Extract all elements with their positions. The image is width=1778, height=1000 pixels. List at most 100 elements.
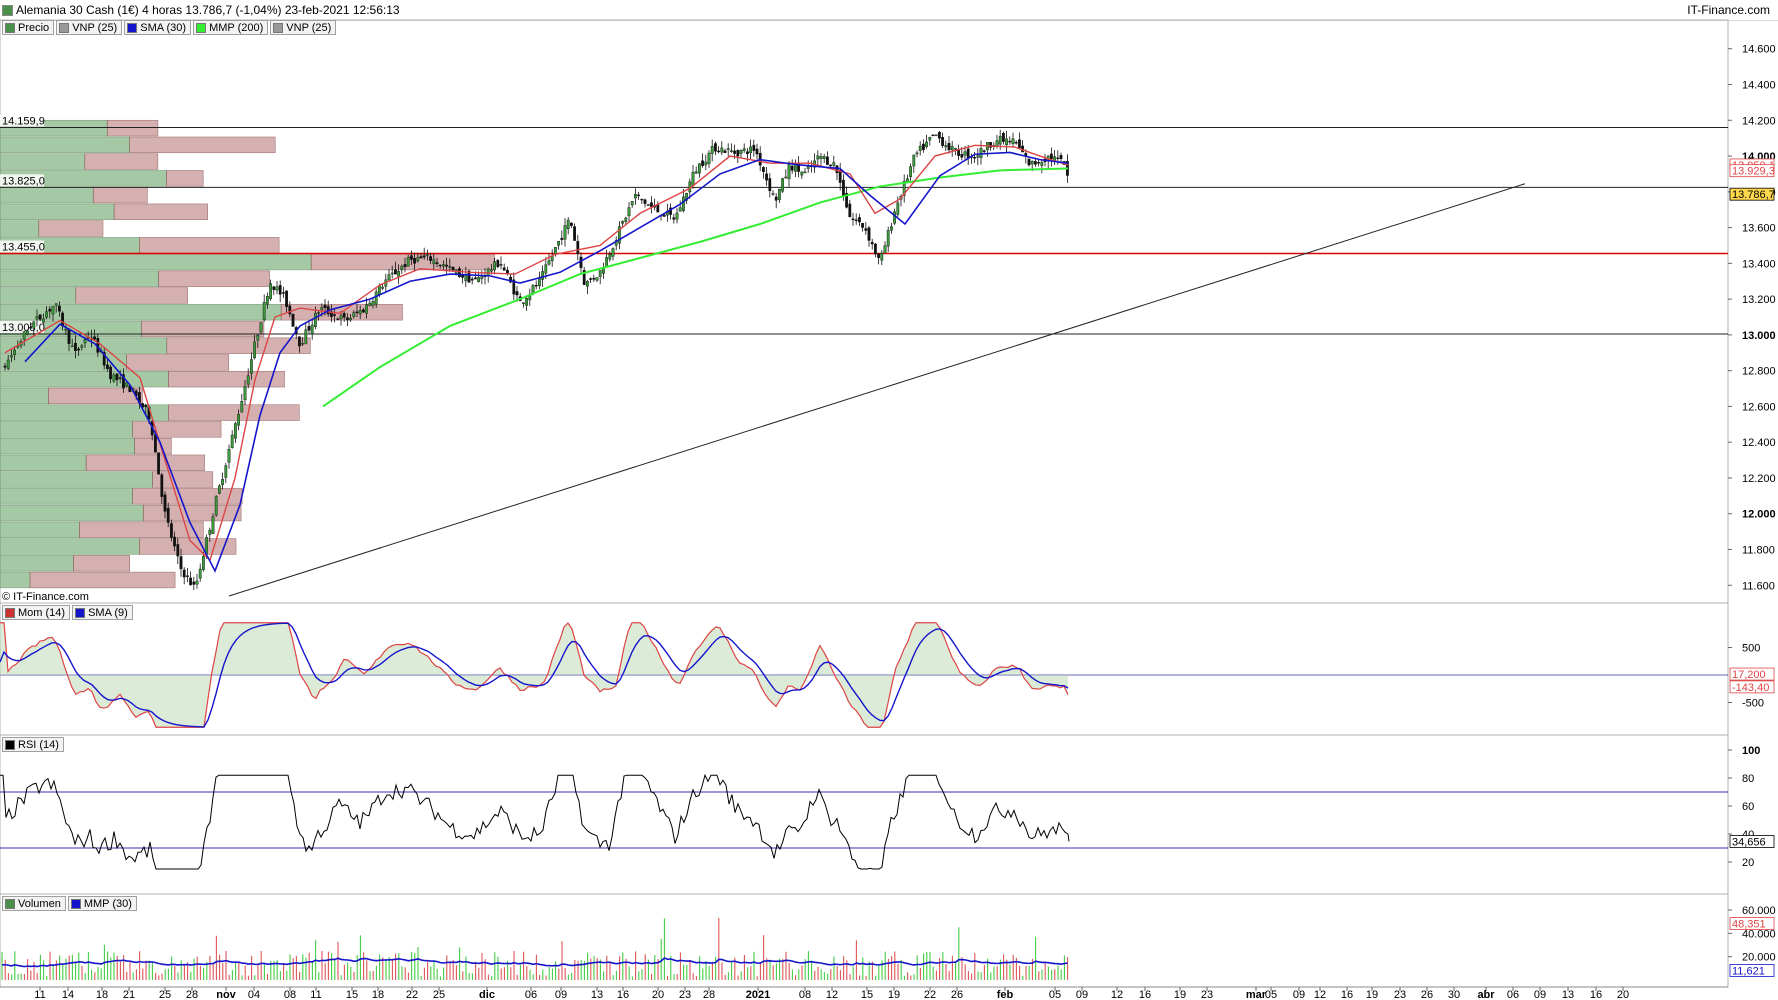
x-tick-label: 11 bbox=[34, 989, 45, 1000]
volume-badge-label: 48,351 bbox=[1732, 919, 1766, 931]
candle-up bbox=[832, 162, 836, 166]
x-tick-label: 28 bbox=[186, 989, 198, 1000]
price-badge-label: 13.786,7 bbox=[1732, 189, 1775, 201]
x-tick-label: 04 bbox=[248, 989, 260, 1000]
candle-down bbox=[403, 264, 407, 268]
candle-up bbox=[224, 465, 228, 478]
candle-down bbox=[877, 253, 881, 258]
x-tick-label: 19 bbox=[888, 989, 900, 1000]
candle-up bbox=[112, 374, 116, 382]
price-legend: Precio VNP (25) SMA (30) MMP (200) VNP (25) bbox=[2, 20, 337, 35]
volume-profile-bar-red bbox=[129, 136, 276, 154]
volume-profile-bar-green bbox=[0, 387, 49, 405]
candle-up bbox=[26, 330, 29, 335]
candle-down bbox=[298, 336, 301, 347]
legend-item[interactable]: RSI (14) bbox=[2, 737, 64, 752]
x-tick-label: mar bbox=[1246, 989, 1267, 1000]
legend-item[interactable]: SMA (30) bbox=[124, 20, 192, 35]
candle-up bbox=[522, 302, 525, 304]
candle-down bbox=[864, 228, 868, 231]
candle-up bbox=[275, 286, 279, 291]
x-tick-label: feb bbox=[997, 989, 1014, 1000]
legend-item[interactable]: Mom (14) bbox=[2, 605, 71, 620]
candle-down bbox=[643, 199, 647, 204]
candle-down bbox=[169, 523, 173, 538]
candle-down bbox=[851, 218, 855, 221]
watermark: © IT-Finance.com bbox=[2, 591, 89, 603]
legend-item[interactable]: Volumen bbox=[2, 896, 66, 911]
candle-up bbox=[547, 260, 551, 265]
x-tick-label: 26 bbox=[951, 989, 963, 1000]
legend-item[interactable]: VNP (25) bbox=[270, 20, 337, 35]
legend-label: SMA (30) bbox=[140, 21, 187, 34]
candle-up bbox=[925, 141, 929, 148]
legend-swatch bbox=[127, 22, 138, 33]
candle-up bbox=[742, 148, 746, 151]
candle-down bbox=[1027, 158, 1031, 166]
legend-label: VNP (25) bbox=[286, 21, 332, 34]
volume-profile-bar-red bbox=[126, 354, 230, 371]
candle-down bbox=[861, 222, 865, 228]
candle-up bbox=[9, 355, 13, 358]
candle-up bbox=[630, 201, 634, 206]
candle-down bbox=[189, 577, 192, 586]
legend-item[interactable]: MMP (200) bbox=[193, 20, 269, 35]
brand-link[interactable]: IT-Finance.com bbox=[1687, 3, 1770, 17]
candle-up bbox=[416, 257, 420, 262]
volume-profile-bar-red bbox=[29, 571, 176, 589]
y-tick-label: 11.600 bbox=[1742, 580, 1775, 592]
legend-item[interactable]: MMP (30) bbox=[67, 896, 137, 911]
candle-up bbox=[646, 204, 650, 206]
candle-up bbox=[397, 271, 400, 278]
candle-up bbox=[45, 311, 49, 318]
candle-up bbox=[918, 145, 922, 151]
candle-down bbox=[592, 277, 596, 280]
candle-down bbox=[362, 309, 365, 313]
candle-up bbox=[557, 240, 561, 246]
candle-down bbox=[144, 404, 148, 408]
x-tick-label: 2021 bbox=[746, 989, 770, 1000]
x-tick-label: 06 bbox=[1507, 989, 1519, 1000]
legend-item[interactable]: Precio bbox=[2, 20, 55, 35]
x-tick-label: 26 bbox=[1421, 989, 1433, 1000]
candle-down bbox=[845, 193, 849, 208]
candle-down bbox=[931, 134, 935, 137]
candle-up bbox=[371, 301, 375, 306]
volume-profile-bar-green bbox=[0, 220, 40, 237]
candle-down bbox=[1059, 154, 1063, 159]
legend-label: Mom (14) bbox=[18, 606, 66, 619]
x-tick-label: 12 bbox=[1314, 989, 1326, 1000]
volume-avg-line bbox=[1, 957, 1068, 968]
volume-profile-bar-red bbox=[113, 203, 208, 220]
legend-item[interactable]: SMA (9) bbox=[72, 605, 133, 620]
candle-down bbox=[105, 364, 109, 370]
candle-down bbox=[429, 256, 432, 261]
candle-down bbox=[163, 494, 167, 512]
candle-down bbox=[153, 434, 157, 453]
candle-down bbox=[323, 304, 327, 308]
x-tick-label: abr bbox=[1477, 989, 1495, 1000]
volume-profile-bar-green bbox=[0, 471, 153, 488]
candle-down bbox=[838, 170, 842, 183]
legend-swatch bbox=[5, 739, 15, 750]
candle-up bbox=[42, 318, 45, 323]
candle-down bbox=[445, 264, 448, 267]
candle-up bbox=[531, 285, 535, 294]
volume-profile-bar-red bbox=[152, 471, 214, 488]
legend-item[interactable]: VNP (25) bbox=[56, 20, 123, 35]
candle-up bbox=[125, 382, 129, 387]
candle-down bbox=[502, 267, 506, 271]
candle-up bbox=[822, 156, 826, 159]
candle-up bbox=[781, 178, 785, 192]
volume-profile-bar-red bbox=[139, 237, 280, 254]
candle-up bbox=[595, 277, 599, 281]
volume-profile-bar-red bbox=[85, 454, 205, 472]
candle-down bbox=[662, 214, 666, 217]
candle-up bbox=[525, 297, 529, 306]
candle-up bbox=[954, 148, 957, 150]
y-tick-label: 12.000 bbox=[1742, 509, 1776, 521]
volume-profile-bar-red bbox=[132, 488, 243, 505]
y-tick-label: 12.800 bbox=[1742, 366, 1776, 378]
candle-up bbox=[249, 359, 253, 374]
candle-up bbox=[598, 270, 602, 277]
